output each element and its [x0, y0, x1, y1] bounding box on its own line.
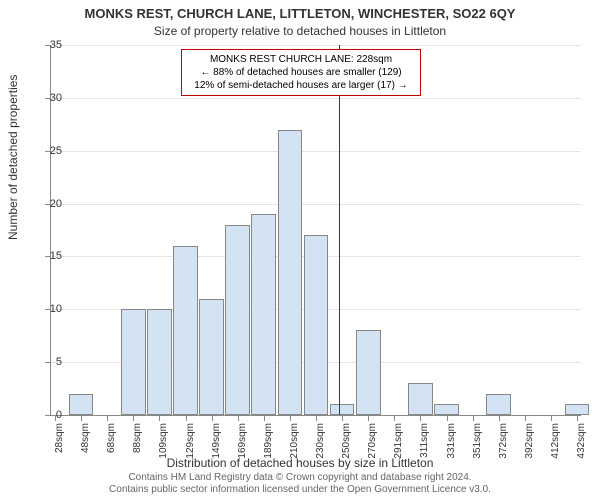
x-tick [133, 415, 134, 421]
chart-footer: Contains HM Land Registry data © Crown c… [0, 472, 600, 496]
plot-area: MONKS REST CHURCH LANE: 228sqm← 88% of d… [50, 45, 581, 416]
x-tick-label: 189sqm [263, 423, 274, 473]
x-tick-label: 28sqm [54, 423, 65, 473]
histogram-bar [304, 235, 329, 415]
y-tick-label: 15 [50, 250, 62, 262]
gridline [51, 98, 581, 99]
footer-line1: Contains HM Land Registry data © Crown c… [0, 472, 600, 484]
x-tick-label: 88sqm [132, 423, 143, 473]
x-tick-label: 129sqm [185, 423, 196, 473]
x-tick-label: 412sqm [550, 423, 561, 473]
annotation-line2: ← 88% of detached houses are smaller (12… [187, 66, 415, 79]
x-tick-label: 169sqm [237, 423, 248, 473]
gridline [51, 151, 581, 152]
x-tick [342, 415, 343, 421]
histogram-bar [278, 130, 303, 415]
y-axis-label: Number of detached properties [6, 75, 20, 240]
x-tick [186, 415, 187, 421]
histogram-bar [565, 404, 590, 415]
x-tick [473, 415, 474, 421]
x-tick [290, 415, 291, 421]
x-tick [368, 415, 369, 421]
x-tick-label: 48sqm [80, 423, 91, 473]
x-tick [81, 415, 82, 421]
chart-title-line2: Size of property relative to detached ho… [0, 24, 600, 38]
y-tick-label: 25 [50, 145, 62, 157]
y-tick-label: 0 [56, 409, 62, 421]
histogram-bar [199, 299, 224, 415]
y-tick-label: 30 [50, 92, 62, 104]
reference-line [339, 45, 340, 415]
x-tick-label: 210sqm [289, 423, 300, 473]
histogram-bar [251, 214, 276, 415]
x-tick [420, 415, 421, 421]
histogram-bar [434, 404, 459, 415]
x-tick-label: 270sqm [367, 423, 378, 473]
x-tick-label: 432sqm [576, 423, 587, 473]
x-tick [316, 415, 317, 421]
x-tick [212, 415, 213, 421]
x-tick-label: 311sqm [419, 423, 430, 473]
x-tick-label: 250sqm [341, 423, 352, 473]
x-tick [499, 415, 500, 421]
x-tick [525, 415, 526, 421]
x-tick [394, 415, 395, 421]
x-tick-label: 109sqm [158, 423, 169, 473]
annotation-line3: 12% of semi-detached houses are larger (… [187, 79, 415, 92]
x-tick-label: 149sqm [211, 423, 222, 473]
x-tick [551, 415, 552, 421]
y-tick [45, 415, 51, 416]
histogram-bar [408, 383, 433, 415]
x-tick [447, 415, 448, 421]
x-tick [577, 415, 578, 421]
x-tick-label: 291sqm [393, 423, 404, 473]
x-tick [238, 415, 239, 421]
x-tick-label: 68sqm [106, 423, 117, 473]
annotation-box: MONKS REST CHURCH LANE: 228sqm← 88% of d… [181, 49, 421, 96]
y-tick-label: 20 [50, 198, 62, 210]
histogram-bar [147, 309, 172, 415]
histogram-bar [356, 330, 381, 415]
chart-title-line1: MONKS REST, CHURCH LANE, LITTLETON, WINC… [0, 6, 600, 21]
histogram-bar [69, 394, 94, 415]
x-tick-label: 392sqm [524, 423, 535, 473]
x-tick [159, 415, 160, 421]
x-tick [264, 415, 265, 421]
y-tick [45, 362, 51, 363]
x-tick-label: 331sqm [446, 423, 457, 473]
y-tick-label: 35 [50, 39, 62, 51]
y-tick-label: 10 [50, 303, 62, 315]
histogram-bar [486, 394, 511, 415]
histogram-bar [173, 246, 198, 415]
y-tick-label: 5 [56, 356, 62, 368]
histogram-bar [330, 404, 355, 415]
x-tick-label: 372sqm [498, 423, 509, 473]
histogram-bar [225, 225, 250, 415]
histogram-chart: MONKS REST, CHURCH LANE, LITTLETON, WINC… [0, 0, 600, 500]
gridline [51, 45, 581, 46]
histogram-bar [121, 309, 146, 415]
x-tick [107, 415, 108, 421]
x-tick-label: 230sqm [315, 423, 326, 473]
footer-line2: Contains public sector information licen… [0, 484, 600, 496]
x-tick-label: 351sqm [472, 423, 483, 473]
annotation-line1: MONKS REST CHURCH LANE: 228sqm [187, 53, 415, 66]
gridline [51, 204, 581, 205]
